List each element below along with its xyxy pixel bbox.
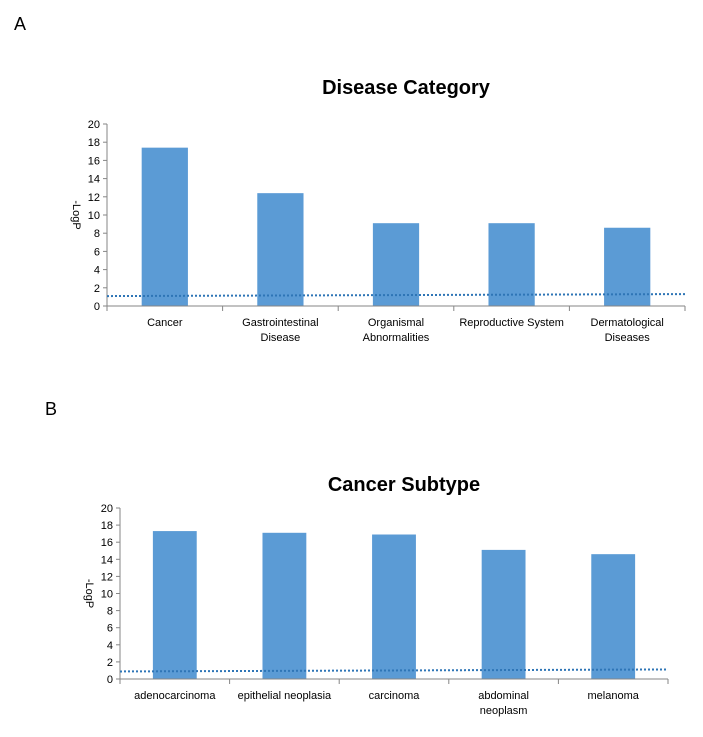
bar (604, 227, 651, 306)
x-tick-label: Gastrointestinal Disease (242, 317, 318, 344)
x-tick-label: Dermatological Diseases (591, 317, 664, 344)
y-tick-label: 8 (94, 228, 100, 240)
y-tick-label: 12 (101, 571, 113, 583)
x-tick-label: adenocarcinoma (134, 690, 216, 702)
y-tick-label: 10 (88, 210, 100, 222)
y-tick-label: 20 (88, 119, 100, 131)
y-tick-label: 6 (94, 246, 100, 258)
y-tick-label: 14 (101, 554, 113, 566)
y-axis-label: -LogP (83, 579, 95, 608)
bar (372, 223, 420, 306)
x-tick-label: Reproductive System (459, 317, 564, 329)
bar (488, 223, 535, 306)
y-tick-label: 16 (101, 537, 113, 549)
y-tick-label: 14 (88, 174, 100, 186)
y-tick-label: 16 (88, 155, 100, 167)
significance-threshold-line (119, 668, 669, 673)
cancer-subtype-chart: Cancer Subtype -LogP 0 2 4 6 8 10 12 14 16 18 20 aden… (83, 474, 669, 717)
significance-threshold-line (106, 293, 686, 298)
y-tick-label: 2 (107, 657, 113, 669)
x-tick-label: Cancer (147, 317, 183, 329)
bar (591, 554, 636, 679)
y-tick-label: 8 (107, 606, 113, 618)
bar (372, 534, 416, 679)
disease-category-chart: Disease Category -LogP 0 2 4 6 8 10 12 14 16 18 20 Ca… (70, 77, 686, 344)
x-tick-label: carcinoma (369, 690, 421, 702)
y-tick-label: 6 (107, 623, 113, 635)
y-tick-label: 12 (88, 192, 100, 204)
y-tick-label: 0 (107, 674, 113, 686)
panel-label-b: B (45, 399, 58, 419)
chart-title: Disease Category (322, 77, 491, 99)
y-tick-label: 20 (101, 503, 113, 515)
y-axis-label: -LogP (70, 200, 82, 229)
bar (481, 549, 526, 679)
x-tick-label: epithelial neoplasia (238, 690, 332, 702)
y-tick-label: 18 (88, 137, 100, 149)
x-tick-label: abdominal neoplasm (478, 690, 529, 717)
y-tick-label: 4 (94, 265, 100, 277)
bar (152, 531, 197, 679)
y-tick-label: 4 (107, 640, 113, 652)
y-tick-label: 2 (94, 283, 100, 295)
x-tick-label: Organismal Abnormalities (363, 317, 430, 344)
y-tick-label: 0 (94, 301, 100, 313)
x-tick-label: melanoma (588, 690, 640, 702)
bar (141, 147, 188, 306)
chart-title: Cancer Subtype (328, 474, 480, 496)
panel-label-a: A (14, 14, 27, 34)
bar (262, 532, 307, 679)
y-tick-label: 10 (101, 589, 113, 601)
y-tick-label: 18 (101, 520, 113, 532)
bar (257, 193, 304, 306)
